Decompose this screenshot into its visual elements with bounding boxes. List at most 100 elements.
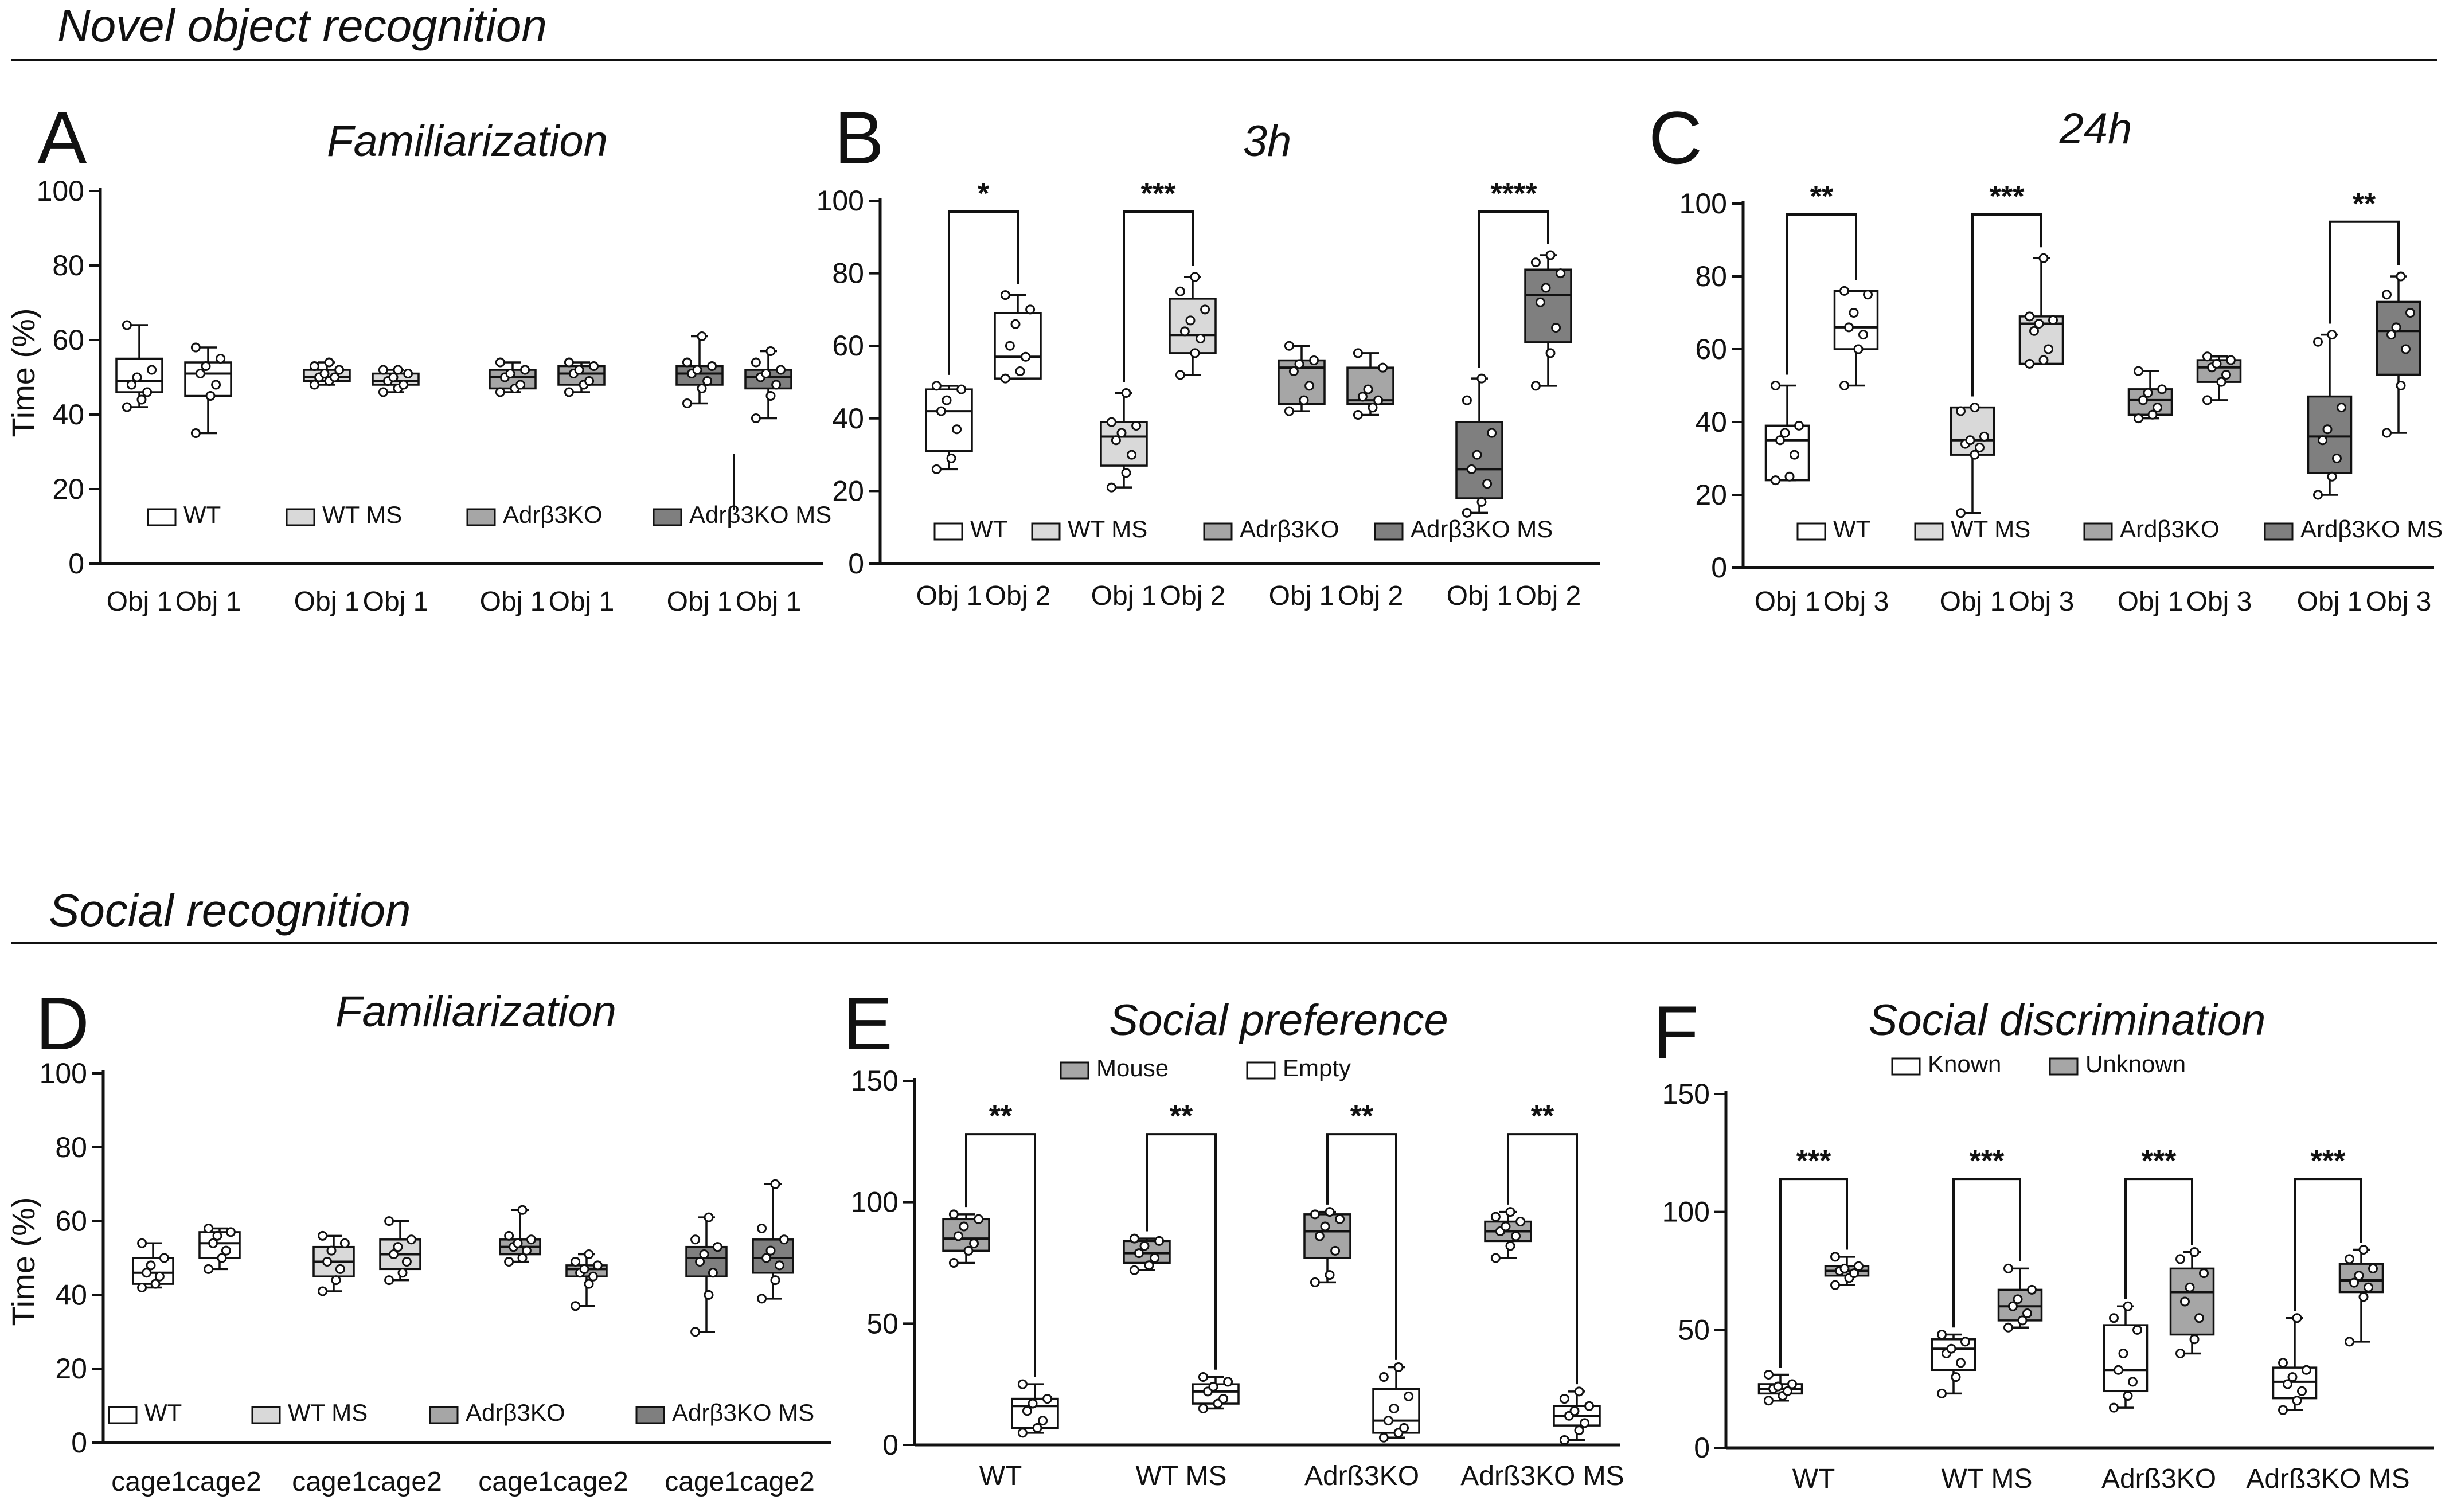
x-tick-label: Obj 1 — [480, 587, 546, 617]
data-point — [1853, 344, 1864, 354]
data-point — [1569, 1406, 1580, 1416]
box-plot: Obj 2 — [1338, 348, 1403, 611]
data-point — [2194, 1313, 2204, 1323]
y-tick-label: 80 — [1695, 260, 1727, 292]
data-point — [212, 1230, 222, 1241]
data-point — [712, 1242, 722, 1252]
legend-item: WT — [108, 1399, 182, 1426]
significance-label: ** — [1810, 180, 1834, 213]
data-point — [2327, 471, 2337, 482]
data-point — [682, 398, 692, 408]
data-point — [204, 1264, 214, 1274]
data-point — [1021, 351, 1031, 362]
panel-letter: F — [1653, 990, 1698, 1074]
data-point — [770, 1179, 780, 1189]
data-point — [1545, 250, 1556, 260]
legend-swatch — [2264, 522, 2294, 541]
x-tick-label: Obj 3 — [2366, 587, 2432, 617]
x-tick-label: Obj 1 — [2118, 587, 2183, 617]
legend-item: WT MS — [286, 501, 402, 528]
x-tick-label: cage1cage2 — [292, 1467, 442, 1497]
box-plot — [1484, 1207, 1532, 1263]
legend-swatch — [108, 1406, 138, 1424]
data-point — [1314, 1231, 1325, 1241]
legend-label: WT — [144, 1399, 182, 1426]
data-point — [2396, 271, 2406, 282]
legend-swatch — [1060, 1061, 1089, 1080]
data-point — [1764, 1396, 1774, 1406]
data-point — [770, 1275, 780, 1286]
data-point — [2401, 344, 2411, 354]
data-point — [1515, 1217, 1526, 1227]
significance-label: ** — [989, 1100, 1013, 1133]
data-point — [2180, 1296, 2190, 1307]
data-point — [504, 1256, 514, 1267]
data-point — [1482, 479, 1493, 489]
data-point — [2354, 1271, 2364, 1281]
legend-swatch — [635, 1406, 665, 1424]
y-tick-label: 0 — [68, 548, 84, 580]
data-point — [1584, 1401, 1595, 1411]
bracket-line — [1952, 1178, 2021, 1328]
x-tick-label: Obj 1 — [107, 587, 173, 617]
box-plot: Obj 1 — [736, 346, 801, 617]
legend-swatch — [1796, 522, 1826, 541]
x-tick-label: cage1cage2 — [665, 1467, 815, 1497]
data-point — [1839, 1263, 1850, 1273]
data-point — [2003, 1322, 2013, 1333]
y-axis-label: Time (%) — [5, 308, 41, 437]
data-point — [1378, 362, 1388, 373]
data-point — [1330, 1245, 1341, 1256]
box-plot: Obj 1 — [175, 342, 241, 617]
data-point — [571, 1256, 581, 1267]
data-point — [2123, 1391, 2133, 1401]
data-point — [318, 1286, 328, 1296]
data-point — [1032, 1423, 1042, 1433]
data-point — [1530, 257, 1541, 268]
data-point — [974, 1214, 984, 1224]
x-tick-label: Obj 2 — [985, 581, 1051, 611]
data-point — [1179, 326, 1190, 337]
y-tick-label: 40 — [1695, 406, 1727, 438]
data-point — [1960, 1337, 1970, 1347]
data-point — [397, 1268, 408, 1278]
data-point — [697, 384, 707, 393]
data-point — [1476, 373, 1487, 384]
data-point — [564, 357, 574, 368]
data-point — [931, 464, 942, 474]
significance-label: ** — [1350, 1100, 1374, 1133]
box-plot — [1757, 1369, 1803, 1406]
box-plot — [942, 1209, 990, 1268]
data-point — [2038, 253, 2049, 263]
significance-label: ** — [1531, 1100, 1554, 1133]
box-group: Adrß3KO MS — [1460, 1207, 1624, 1491]
y-tick-label: 20 — [55, 1353, 87, 1385]
data-point — [324, 357, 334, 368]
data-point — [1775, 435, 1785, 446]
significance-label: *** — [2142, 1144, 2177, 1178]
data-point — [1790, 450, 1799, 460]
box-plot: Obj 1 — [2118, 366, 2183, 617]
data-point — [2382, 290, 2392, 300]
data-point — [1559, 1394, 1569, 1404]
legend-label: Adrβ3KO — [503, 501, 603, 528]
data-point — [751, 357, 761, 368]
data-point — [221, 1245, 231, 1256]
data-point — [1106, 482, 1116, 493]
data-point — [1462, 507, 1472, 518]
data-point — [132, 372, 142, 382]
data-point — [2292, 1313, 2302, 1323]
box-plot — [198, 1223, 241, 1274]
data-point — [2358, 1292, 2369, 1302]
data-point — [1022, 1406, 1032, 1416]
box-plot — [2103, 1301, 2149, 1413]
x-tick-label: Obj 1 — [549, 587, 615, 617]
data-point — [699, 1249, 709, 1260]
data-point — [956, 384, 967, 394]
data-point — [513, 1238, 523, 1248]
legend-item: Ardβ3KO MS — [2264, 515, 2443, 542]
legend-label: Empty — [1283, 1054, 1351, 1081]
box-plot: Obj 1 — [1091, 388, 1157, 611]
data-point — [1462, 395, 1472, 405]
data-point — [707, 361, 717, 371]
